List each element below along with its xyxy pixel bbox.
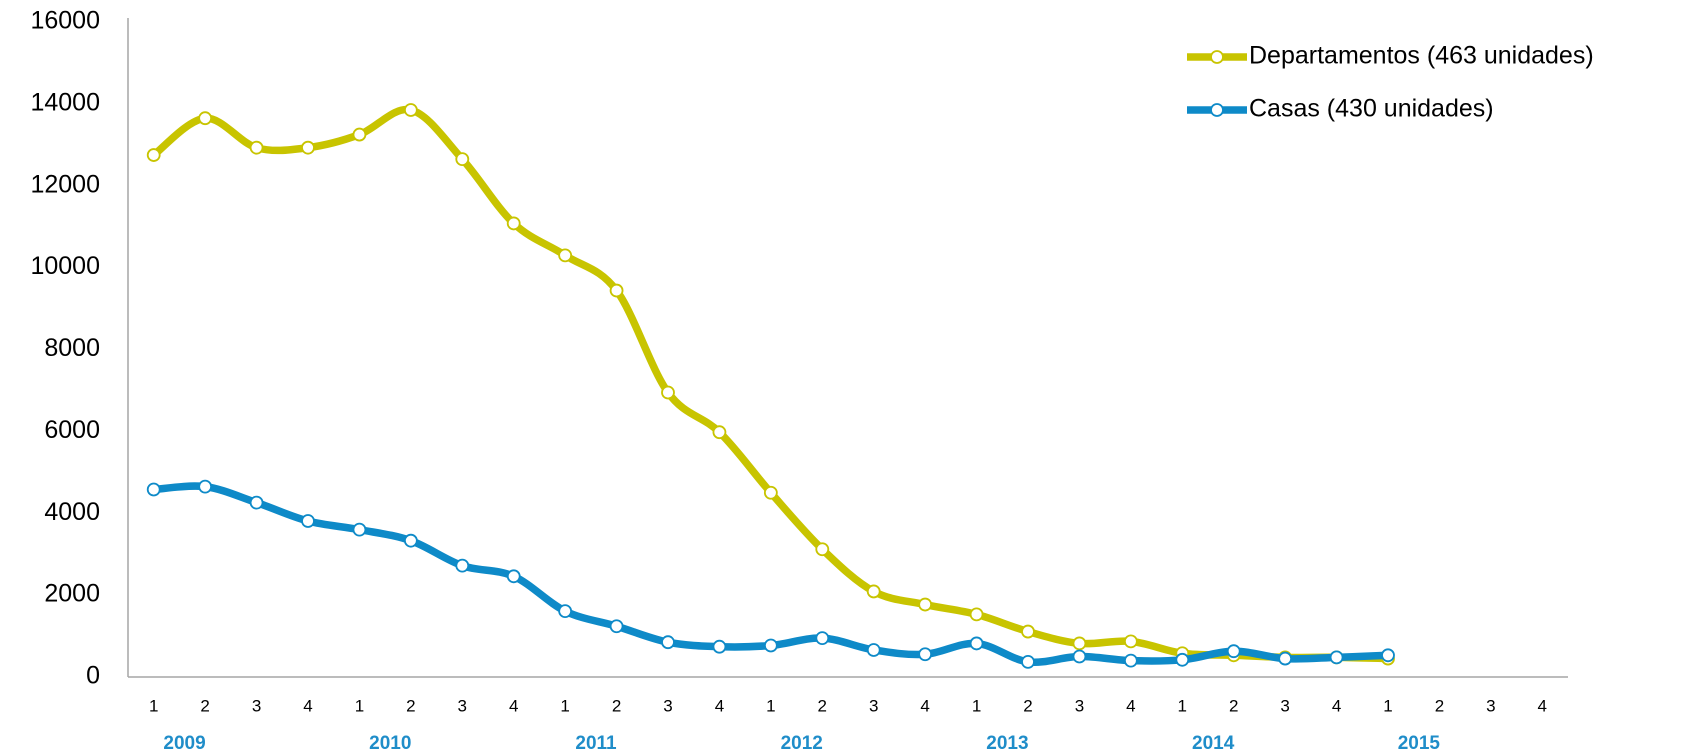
x-tick-label: 3: [458, 696, 467, 715]
x-tick-label: 4: [509, 696, 518, 715]
x-tick-label: 3: [1280, 696, 1289, 715]
data-point: [1381, 648, 1395, 663]
legend-label: Departamentos (463 unidades): [1249, 42, 1594, 70]
data-point: [969, 636, 984, 651]
data-point: [1329, 650, 1344, 665]
data-point: [249, 495, 264, 510]
y-tick-label: 0: [86, 662, 100, 690]
x-tick-label: 3: [252, 696, 261, 715]
data-point: [198, 479, 213, 494]
data-point: [455, 152, 470, 167]
data-point: [1278, 651, 1293, 666]
data-point: [661, 635, 675, 650]
x-tick-label: 1: [766, 696, 775, 715]
x-group-label: 2014: [1192, 733, 1235, 754]
data-point: [609, 283, 624, 298]
data-point: [198, 111, 213, 126]
data-point: [763, 485, 778, 500]
x-tick-label: 4: [1332, 696, 1341, 715]
x-tick-label: 4: [715, 696, 724, 715]
legend-marker: [1210, 103, 1224, 117]
x-tick-label: 3: [869, 696, 878, 715]
data-point: [1226, 644, 1241, 659]
x-group-label: 2012: [781, 733, 823, 754]
y-tick-label: 12000: [30, 170, 100, 198]
x-tick-label: 1: [355, 696, 364, 715]
legend-label: Casas (430 unidades): [1249, 95, 1494, 123]
data-point: [403, 103, 418, 117]
x-tick-label: 2: [1229, 696, 1238, 715]
y-tick-label: 14000: [30, 88, 100, 116]
data-point: [301, 140, 315, 155]
x-tick-label: 2: [406, 696, 415, 715]
x-group-label: 2010: [369, 733, 411, 754]
data-point: [712, 425, 727, 440]
data-point: [918, 647, 933, 662]
x-tick-label: 1: [972, 696, 981, 715]
data-point: [1072, 636, 1087, 651]
y-tick-label: 10000: [30, 252, 100, 280]
y-tick-label: 16000: [30, 7, 100, 35]
x-tick-label: 3: [663, 696, 672, 715]
data-point: [1123, 653, 1138, 668]
data-point: [1123, 634, 1138, 649]
data-point: [249, 140, 264, 155]
legend-marker: [1210, 50, 1224, 64]
data-point: [1021, 654, 1035, 669]
data-point: [763, 638, 778, 653]
data-point: [1021, 624, 1035, 639]
x-group-label: 2009: [163, 733, 205, 754]
data-point: [969, 607, 984, 622]
x-tick-label: 3: [1486, 696, 1495, 715]
data-point: [661, 385, 675, 400]
x-tick-label: 3: [1075, 696, 1084, 715]
x-group-label: 2013: [986, 733, 1028, 754]
series-line: [149, 482, 1392, 667]
y-tick-label: 8000: [44, 334, 100, 362]
data-point: [866, 584, 881, 599]
data-point: [1072, 649, 1087, 664]
data-point: [558, 248, 573, 263]
x-tick-label: 2: [1435, 696, 1444, 715]
x-tick-label: 2: [1023, 696, 1032, 715]
x-tick-label: 4: [1126, 696, 1135, 715]
data-point: [146, 148, 161, 162]
data-point: [352, 127, 367, 142]
data-point: [558, 604, 573, 618]
data-point: [352, 522, 367, 537]
x-tick-label: 1: [149, 696, 158, 715]
data-point: [866, 643, 881, 657]
x-tick-label: 1: [1178, 696, 1187, 715]
data-point: [609, 619, 624, 634]
data-point: [403, 533, 418, 548]
x-tick-label: 4: [303, 696, 312, 715]
x-tick-label: 2: [612, 696, 621, 715]
data-point: [455, 558, 470, 573]
x-tick-label: 1: [560, 696, 569, 715]
data-point: [918, 597, 933, 612]
data-point: [506, 216, 521, 231]
x-group-label: 2015: [1398, 733, 1441, 754]
x-tick-label: 2: [818, 696, 827, 715]
data-point: [506, 569, 521, 584]
x-tick-label: 2: [200, 696, 209, 715]
x-tick-label: 1: [1383, 696, 1392, 715]
y-tick-label: 6000: [44, 416, 100, 444]
y-tick-label: 4000: [44, 498, 100, 526]
y-tick-label: 2000: [44, 580, 100, 608]
data-point: [1175, 652, 1190, 667]
x-group-label: 2011: [575, 733, 617, 754]
data-point: [815, 542, 830, 557]
data-point: [815, 631, 830, 646]
series-line: [149, 105, 1392, 663]
data-point: [146, 482, 161, 497]
data-point: [712, 639, 727, 654]
x-tick-label: 4: [1538, 696, 1547, 715]
x-tick-label: 4: [920, 696, 929, 715]
data-point: [301, 514, 315, 528]
